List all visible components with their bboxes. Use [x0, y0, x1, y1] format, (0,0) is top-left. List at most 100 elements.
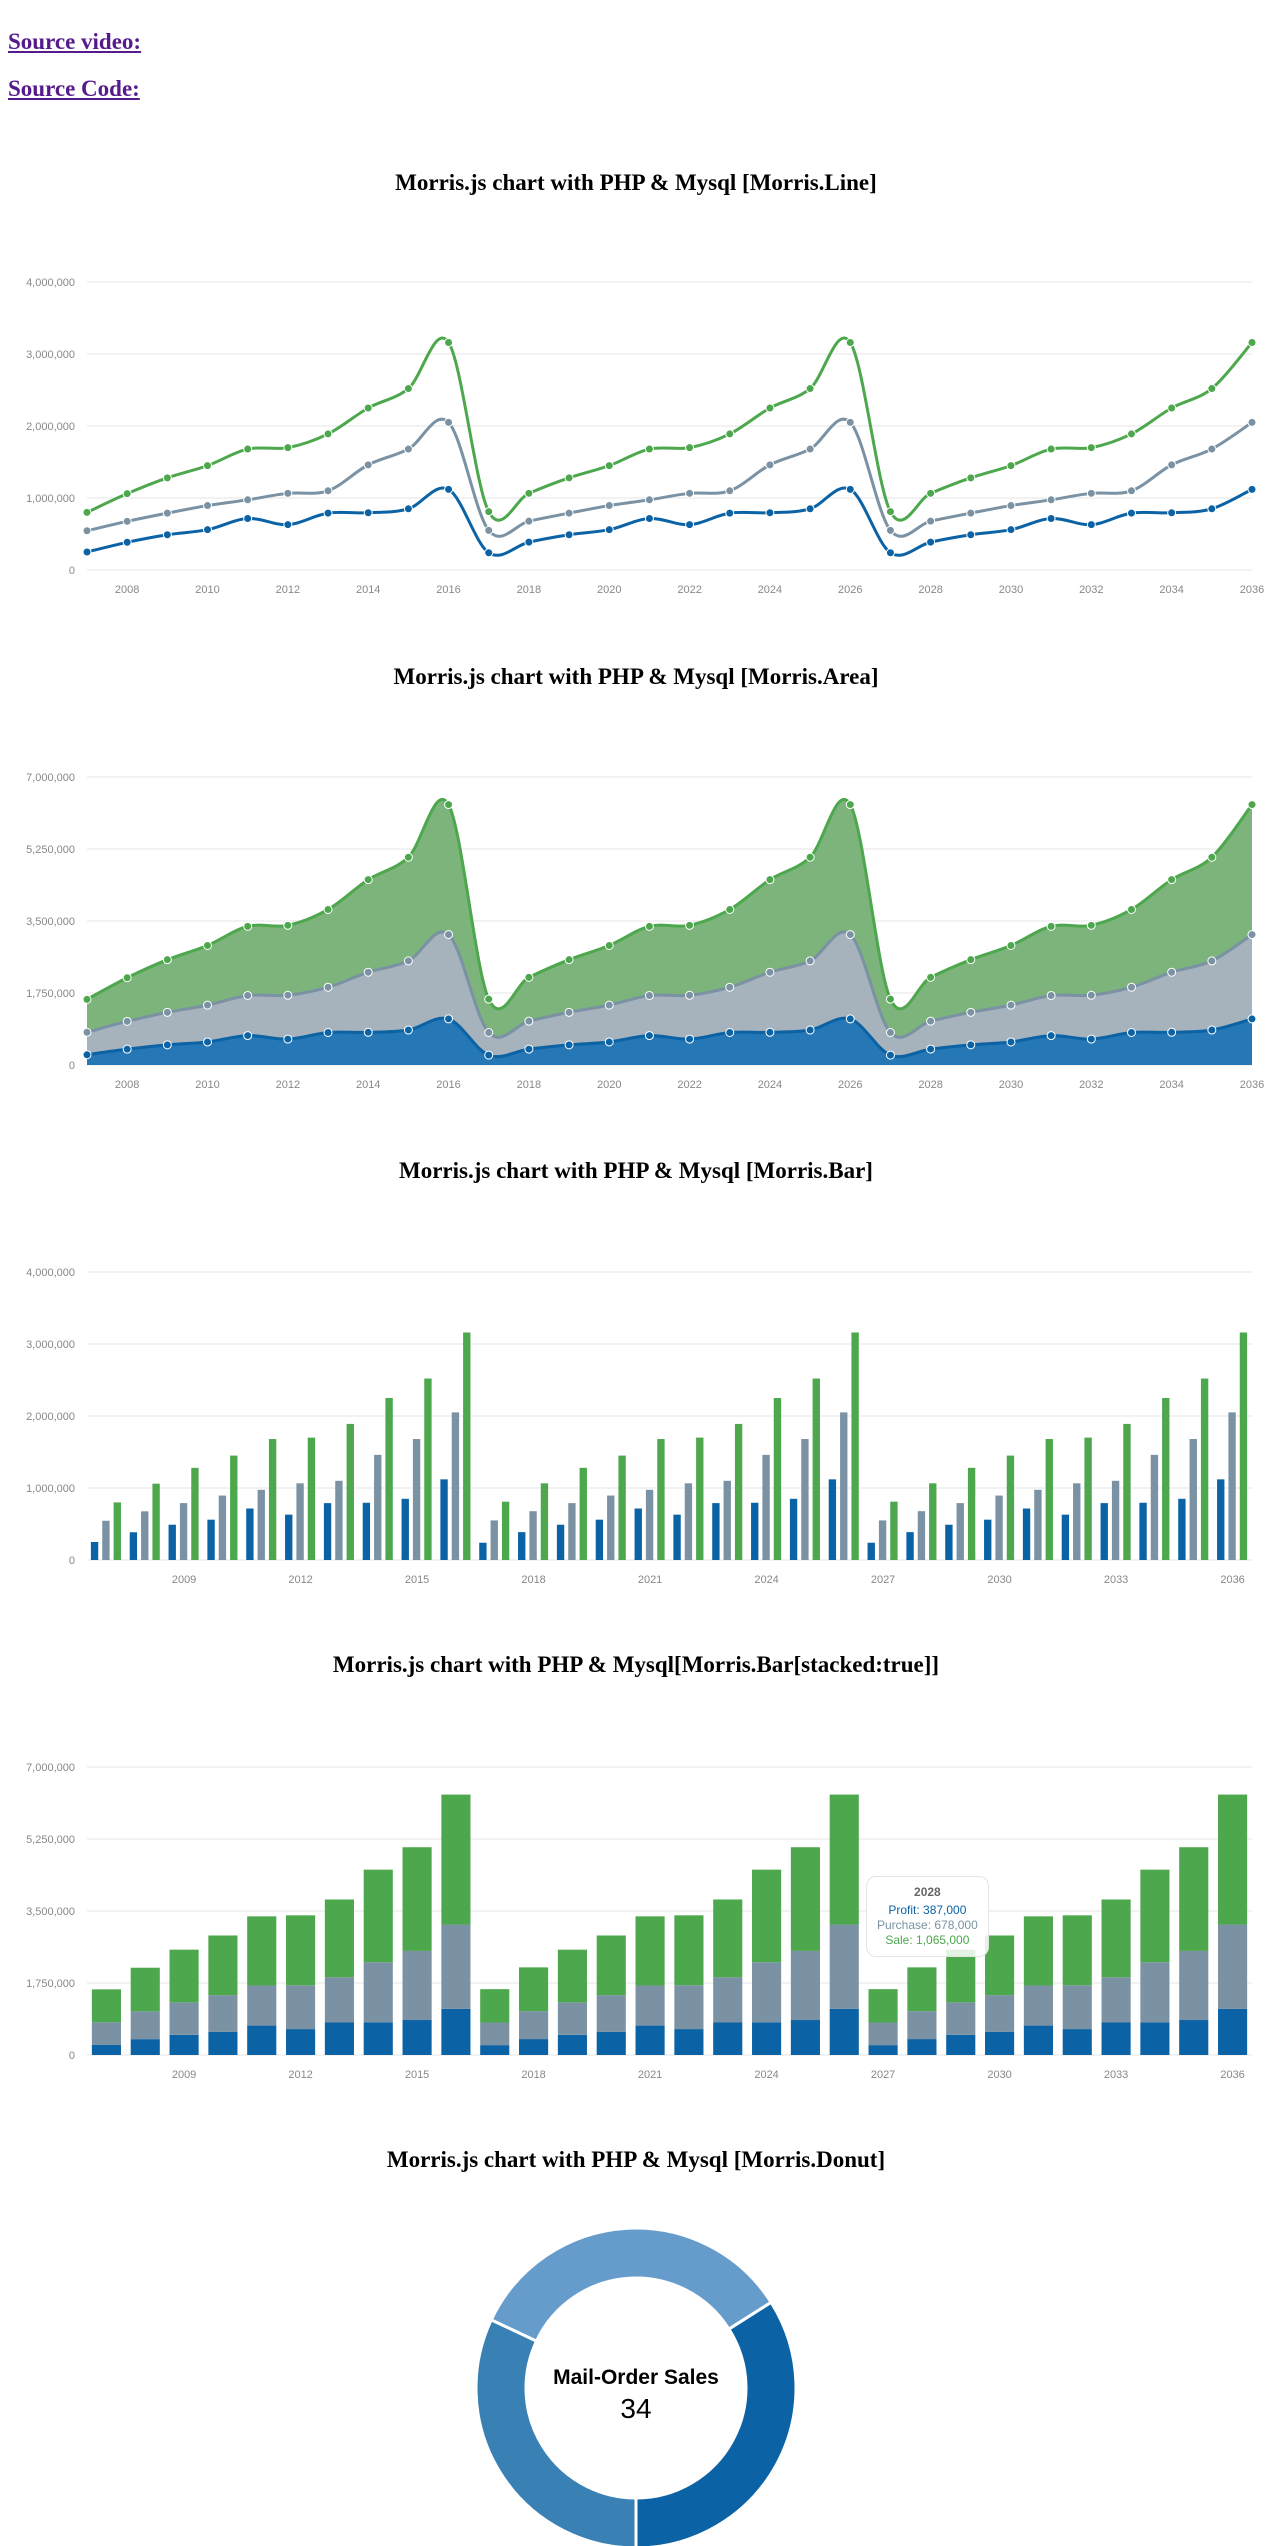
bar-segment: [1179, 1950, 1209, 2021]
data-point: [765, 1027, 775, 1037]
data-point: [725, 486, 735, 496]
data-point: [323, 1027, 333, 1037]
data-point: [1126, 1027, 1136, 1037]
hover-title: 2028: [914, 1885, 941, 1899]
data-point: [444, 930, 454, 940]
bar: [568, 1503, 576, 1560]
y-tick-label: 1,000,000: [26, 493, 75, 505]
x-tick-label: 2012: [288, 1574, 312, 1586]
bar: [595, 1519, 604, 1560]
bar-segment: [1101, 2022, 1131, 2055]
data-point: [1167, 1027, 1177, 1037]
data-point: [885, 1050, 895, 1060]
data-point: [765, 403, 775, 413]
data-point: [162, 1007, 172, 1017]
x-tick-label: 2020: [597, 584, 621, 596]
y-tick-label: 3,000,000: [26, 349, 75, 361]
x-tick-label: 2012: [288, 2069, 312, 2081]
x-tick-label: 2030: [987, 2069, 1011, 2081]
hover-sale: Sale: 1,065,000: [885, 1933, 970, 1947]
x-tick-label: 2020: [597, 1079, 621, 1091]
bar: [1034, 1489, 1042, 1560]
data-point: [845, 337, 855, 347]
y-tick-label: 1,750,000: [26, 988, 75, 1000]
data-point: [564, 508, 574, 518]
x-tick-label: 2036: [1240, 1079, 1264, 1091]
bar-segment: [247, 1916, 277, 1986]
data-point: [926, 972, 936, 982]
data-point: [162, 1040, 172, 1050]
data-point: [203, 1037, 213, 1047]
x-tick-label: 2010: [195, 584, 219, 596]
data-point: [484, 548, 494, 558]
x-tick-label: 2012: [276, 584, 300, 596]
bar: [1061, 1514, 1070, 1560]
data-point: [1207, 384, 1217, 394]
bar-segment: [363, 2022, 393, 2055]
x-tick-label: 2010: [195, 1079, 219, 1091]
data-point: [1167, 967, 1177, 977]
data-point: [1247, 337, 1257, 347]
data-point: [1247, 484, 1257, 494]
bar-segment: [169, 1949, 199, 2003]
line-chart-title: Morris.js chart with PHP & Mysql [Morris…: [395, 170, 877, 195]
bar: [307, 1437, 316, 1560]
donut-chart: Mail-Order Sales 34: [474, 2226, 798, 2546]
bar-segment: [829, 1794, 859, 1925]
data-point: [1006, 940, 1016, 950]
data-point: [685, 520, 695, 530]
bar: [168, 1524, 176, 1560]
data-point: [243, 990, 253, 1000]
bar-hover-tooltip: 2028 Profit: 387,000 Purchase: 678,000 S…: [866, 1876, 989, 1957]
bar: [673, 1514, 681, 1560]
data-point: [82, 994, 92, 1004]
bar-segment: [946, 2034, 976, 2055]
data-point: [926, 488, 936, 498]
y-tick-label: 7,000,000: [26, 1762, 75, 1774]
bar: [346, 1423, 354, 1560]
data-point: [966, 508, 976, 518]
data-point: [484, 507, 494, 517]
bar: [1239, 1332, 1248, 1560]
x-tick-label: 2016: [436, 584, 460, 596]
bar-segment: [1218, 2008, 1248, 2055]
bar-segment: [402, 2020, 432, 2055]
bar: [1100, 1503, 1108, 1560]
source-video-link[interactable]: Source video:: [8, 29, 142, 54]
x-tick-label: 2036: [1240, 584, 1264, 596]
x-tick-label: 2018: [521, 2069, 545, 2081]
bar-segment: [1179, 2020, 1209, 2055]
x-tick-label: 2036: [1220, 2069, 1244, 2081]
x-tick-label: 2030: [987, 1574, 1011, 1586]
y-tick-label: 5,250,000: [26, 844, 75, 856]
data-point: [845, 800, 855, 810]
bar-segment: [208, 1935, 238, 1996]
data-point: [685, 990, 695, 1000]
bar: [867, 1542, 875, 1560]
data-point: [162, 473, 172, 483]
data-point: [243, 514, 253, 524]
bar-segment: [790, 2020, 820, 2055]
data-point: [885, 548, 895, 558]
data-point: [1207, 852, 1217, 862]
data-point: [685, 443, 695, 453]
bar: [113, 1502, 121, 1560]
y-tick-label: 1,000,000: [26, 1483, 75, 1495]
data-point: [805, 504, 815, 514]
bar: [1022, 1508, 1031, 1560]
data-point: [484, 1027, 494, 1037]
bar: [1150, 1454, 1159, 1560]
data-point: [926, 537, 936, 547]
bar-segment: [790, 1847, 820, 1951]
bar: [374, 1454, 382, 1560]
bar: [906, 1532, 914, 1560]
data-point: [403, 852, 413, 862]
bar: [995, 1495, 1003, 1560]
data-point: [926, 1016, 936, 1026]
data-point: [725, 429, 735, 439]
source-code-link[interactable]: Source Code:: [8, 76, 140, 101]
data-point: [444, 800, 454, 810]
data-point: [444, 484, 454, 494]
bar-chart-title: Morris.js chart with PHP & Mysql [Morris…: [399, 1158, 873, 1183]
data-point: [444, 417, 454, 427]
